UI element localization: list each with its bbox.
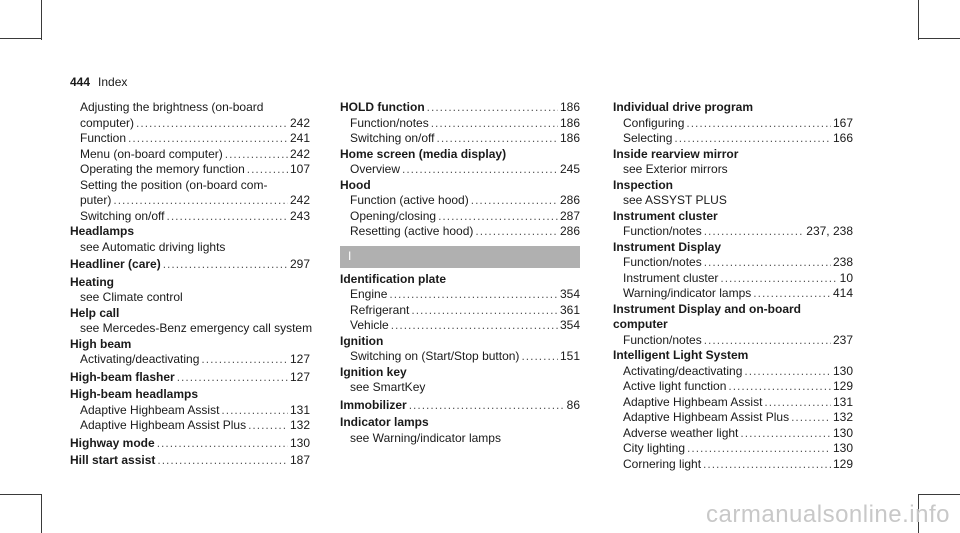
index-heading: Headliner (care)297: [70, 257, 310, 273]
index-heading: Individual drive program: [613, 100, 754, 114]
page-title: Index: [98, 75, 128, 89]
index-heading: Intelligent Light System: [613, 348, 749, 362]
list-item: Function241: [70, 131, 310, 147]
index-heading: Hood: [340, 177, 371, 192]
watermark: carmanualsonline.info: [706, 501, 950, 528]
index-heading: computer: [613, 317, 668, 331]
section-letter-bar: I: [340, 245, 580, 268]
list-item: see SmartKey: [350, 380, 426, 394]
crop-mark: [41, 0, 42, 40]
list-item: Active light function129: [613, 379, 853, 395]
list-item: Operating the memory function107: [70, 162, 310, 178]
crop-mark: [918, 0, 919, 40]
list-item: Activating/deactivating127: [70, 352, 310, 368]
crop-mark: [918, 38, 960, 39]
index-heading: Immobilizer86: [340, 398, 580, 414]
list-item: Vehicle354: [340, 318, 580, 334]
list-item: Switching on (Start/Stop button)151: [340, 349, 580, 365]
section-letter: I: [348, 248, 352, 263]
list-item: Menu (on-board computer)242: [70, 147, 310, 163]
list-item: Adverse weather light130: [613, 426, 853, 442]
list-item: Adaptive Highbeam Assist131: [613, 395, 853, 411]
list-item: Instrument cluster10: [613, 271, 853, 287]
index-column-2: HOLD function186 Function/notes186 Switc…: [340, 100, 580, 446]
index-column-1: Adjusting the brightness (on-board compu…: [70, 100, 313, 469]
index-heading: Instrument Display and on-board: [613, 301, 802, 316]
index-heading: Ignition: [340, 333, 384, 348]
list-item: Function/notes237: [613, 333, 853, 349]
list-item: Adjusting the brightness (on-board: [80, 100, 264, 114]
list-item: Adaptive Highbeam Assist Plus132: [613, 410, 853, 426]
index-heading: Help call: [70, 305, 120, 320]
list-item: Switching on/off186: [340, 131, 580, 147]
index-heading: High beam: [70, 336, 132, 351]
list-item: see Warning/indicator lamps: [350, 430, 501, 445]
index-heading: Ignition key: [340, 364, 407, 379]
crop-mark: [918, 494, 919, 533]
index-heading: High-beam headlamps: [70, 387, 199, 401]
list-item: Adaptive Highbeam Assist Plus132: [70, 418, 310, 434]
list-item: Resetting (active hood)286: [340, 224, 580, 240]
list-item: Function/notes186: [340, 116, 580, 132]
list-item: Opening/closing287: [340, 209, 580, 225]
crop-mark: [41, 494, 42, 533]
list-item: Activating/deactivating130: [613, 364, 853, 380]
list-item: Function (active hood)286: [340, 193, 580, 209]
index-heading: Inside rearview mirror: [613, 146, 739, 161]
index-heading: Instrument cluster: [613, 208, 718, 223]
index-heading: Hill start assist187: [70, 453, 310, 469]
list-item: see Automatic driving lights: [80, 239, 226, 254]
crop-mark: [0, 38, 42, 39]
index-heading: Inspection: [613, 177, 674, 192]
index-heading: Headlamps: [70, 224, 135, 238]
list-item: Function/notes238: [613, 255, 853, 271]
index-heading: HOLD function186: [340, 100, 580, 116]
index-heading: Home screen (media display): [340, 146, 507, 161]
list-item: see Climate control: [80, 290, 183, 304]
index-column-3: Individual drive program Configuring167 …: [613, 100, 853, 472]
list-item: Cornering light129: [613, 457, 853, 473]
list-item: see Mercedes-Benz emergency call system: [80, 321, 313, 335]
list-item: Overview245: [340, 162, 580, 178]
list-item: Function/notes237, 238: [613, 224, 853, 240]
index-heading: Heating: [70, 274, 115, 289]
list-item: computer)242: [70, 116, 310, 132]
list-item: Setting the position (on-board com-: [80, 177, 268, 192]
index-heading: Highway mode130: [70, 436, 310, 452]
index-heading: Indicator lamps: [340, 415, 429, 429]
index-heading: Identification plate: [340, 271, 447, 286]
list-item: see Exterior mirrors: [623, 162, 728, 176]
list-item: Selecting166: [613, 131, 853, 147]
crop-mark: [0, 494, 42, 495]
index-heading: High-beam flasher127: [70, 370, 310, 386]
crop-mark: [918, 494, 960, 495]
page-number: 444: [70, 75, 91, 89]
list-item: Switching on/off243: [70, 209, 310, 225]
page-header: 444 Index: [70, 75, 127, 89]
list-item: Configuring167: [613, 116, 853, 132]
list-item: Adaptive Highbeam Assist131: [70, 403, 310, 419]
list-item: Warning/indicator lamps414: [613, 286, 853, 302]
list-item: City lighting130: [613, 441, 853, 457]
list-item: puter)242: [70, 193, 310, 209]
index-heading: Instrument Display: [613, 239, 722, 254]
list-item: Engine354: [340, 287, 580, 303]
list-item: Refrigerant361: [340, 303, 580, 319]
list-item: see ASSYST PLUS: [623, 193, 727, 207]
